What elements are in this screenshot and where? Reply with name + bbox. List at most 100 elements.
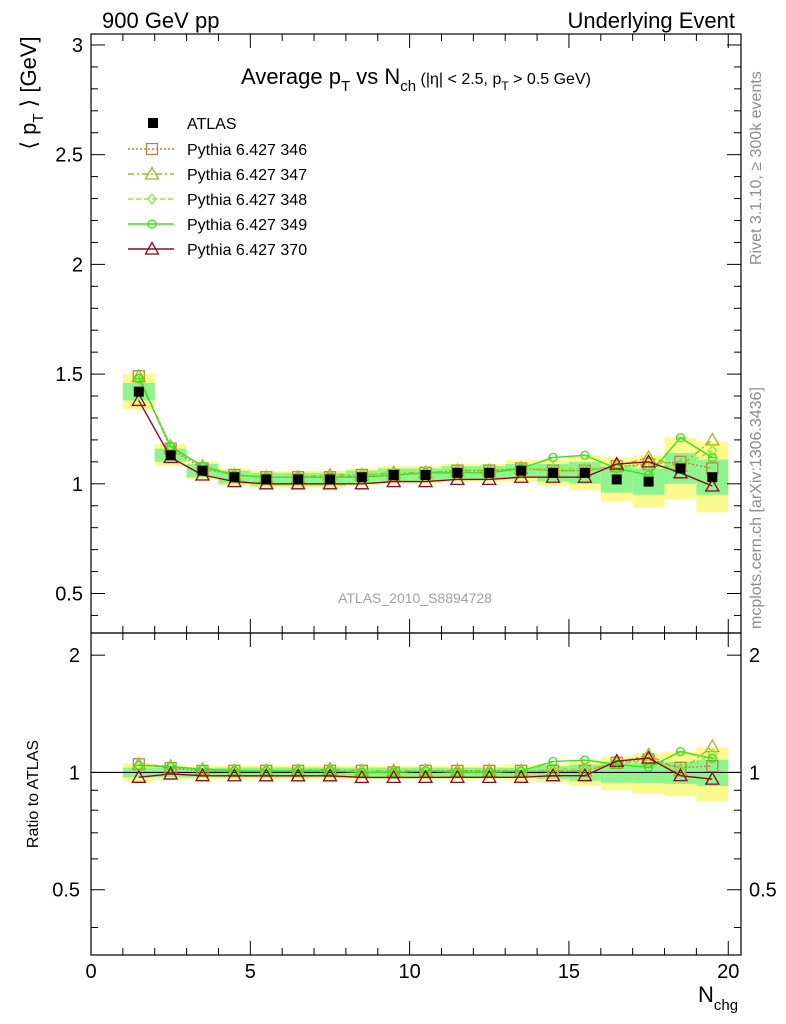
data-point: [548, 467, 559, 478]
ratio-series-point: [640, 747, 657, 761]
ratio-plot-frame: [90, 632, 742, 956]
x-tick-label: 5: [245, 961, 256, 983]
ratio-series-point: [545, 767, 561, 782]
data-point: [484, 467, 495, 478]
legend-marker: [145, 142, 159, 156]
series-point: [133, 372, 144, 385]
data-point: [707, 472, 718, 483]
series-point: [481, 471, 497, 486]
ratio-series-point: [131, 769, 147, 783]
legend-label: Pythia 6.427 349: [187, 217, 307, 234]
data-point: [261, 474, 272, 485]
ratio-y-tick-label-left: 0.5: [52, 880, 80, 902]
y-tick-label: 2: [72, 254, 83, 276]
series-point: [707, 444, 718, 457]
y-tick-label: 1: [72, 474, 83, 496]
series-point: [386, 473, 402, 488]
ratio-series-point: [354, 769, 370, 784]
ratio-series-point: [322, 767, 338, 782]
ratio-series-point: [420, 764, 431, 777]
mcplots-label: mcplots.cern.ch [arXiv:1306.3436]: [748, 387, 765, 629]
series-point: [513, 469, 529, 483]
series-point: [640, 454, 657, 468]
chart-title: Average pT vs Nch (|η| < 2.5, pT > 0.5 G…: [241, 64, 591, 95]
axis-tick-labels: 0 5 10 15 20 0.5 1 1.5 2 2.5 3 0.5 0.5 1 1 2 2: [52, 35, 777, 983]
data-point: [452, 467, 463, 478]
ratio-series-point: [417, 769, 434, 784]
legend-marker: [147, 192, 157, 206]
data-point: [675, 463, 686, 474]
ratio-y-tick-label-left: 2: [69, 645, 80, 667]
data-point: [324, 474, 335, 485]
header-right: Underlying Event: [567, 8, 735, 33]
ratio-series-point: [577, 767, 593, 782]
ratio-series-point: [548, 763, 558, 776]
mc-series-ratio: [131, 738, 720, 785]
rivet-version-label: Rivet 3.1.10, ≥ 300k events: [748, 71, 765, 265]
x-axis-label: Nchg: [698, 982, 738, 1014]
ratio-series-point: [163, 766, 179, 780]
data-point: [133, 386, 144, 397]
legend-marker: [144, 166, 160, 180]
ratio-series-point: [704, 738, 720, 753]
ratio-y-tick-label-right: 0.5: [749, 880, 777, 902]
ratio-series-point: [194, 767, 211, 782]
ratio-y-axis-label: Ratio to ATLAS: [25, 740, 42, 848]
ratio-y-tick-label-left: 1: [69, 762, 80, 784]
legend-label-atlas: ATLAS: [187, 116, 237, 133]
ratio-series-point: [707, 747, 718, 760]
data-point: [165, 450, 176, 461]
ratio-series-point: [672, 767, 689, 782]
series-point: [704, 478, 720, 492]
x-tick-label: 10: [399, 961, 421, 983]
ratio-series-point: [513, 769, 529, 783]
data-point: [643, 476, 654, 487]
data-point: [611, 474, 622, 485]
axis-ticks: [90, 34, 741, 955]
legend-label: Pythia 6.427 346: [187, 142, 307, 159]
series-point: [131, 392, 147, 407]
series-point: [417, 473, 434, 488]
ratio-series-point: [580, 763, 590, 776]
series-point: [354, 475, 370, 490]
data-point: [388, 470, 399, 481]
y-tick-label: 2.5: [55, 145, 83, 167]
data-point: [579, 467, 590, 478]
data-point: [229, 472, 240, 483]
data-point: [420, 470, 431, 481]
header-left: 900 GeV pp: [102, 8, 219, 33]
data-point: [293, 474, 304, 485]
series-point: [609, 456, 625, 470]
data-uncertainty-bands-main: [122, 374, 729, 513]
ratio-y-tick-label-right: 2: [749, 645, 760, 667]
x-tick-label: 0: [85, 961, 96, 983]
ratio-series-point: [226, 767, 242, 782]
legend-marker-atlas: [148, 118, 158, 128]
atlas-data-points: [133, 386, 718, 487]
legend-label: Pythia 6.427 348: [187, 192, 307, 209]
data-point: [197, 465, 208, 476]
data-point: [356, 472, 367, 483]
legend-marker: [144, 241, 160, 255]
ratio-series-point: [481, 769, 497, 784]
ratio-series-point: [258, 767, 274, 782]
ratio-series-point: [197, 763, 208, 776]
ratio-series-point: [640, 750, 657, 764]
y-axis-label: ⟨ pT ⟩ [GeV]: [16, 36, 47, 149]
x-tick-label: 20: [717, 961, 739, 983]
data-point: [516, 465, 527, 476]
ratio-series-point: [516, 764, 526, 777]
ratio-series-point: [165, 760, 176, 773]
ratio-series-point: [609, 753, 625, 767]
ratio-series-point: [290, 767, 306, 782]
series-point: [449, 471, 466, 486]
y-tick-label: 1.5: [55, 364, 83, 386]
y-tick-label: 3: [72, 35, 83, 57]
legend: ATLAS Pythia 6.427 346 Pythia 6.427 347 Pyt…: [128, 116, 307, 259]
ratio-series-point: [704, 771, 720, 785]
y-tick-label: 0.5: [55, 584, 83, 606]
ratio-series-point: [386, 769, 402, 784]
legend-label: Pythia 6.427 347: [187, 167, 307, 184]
ratio-series-point: [449, 769, 466, 784]
